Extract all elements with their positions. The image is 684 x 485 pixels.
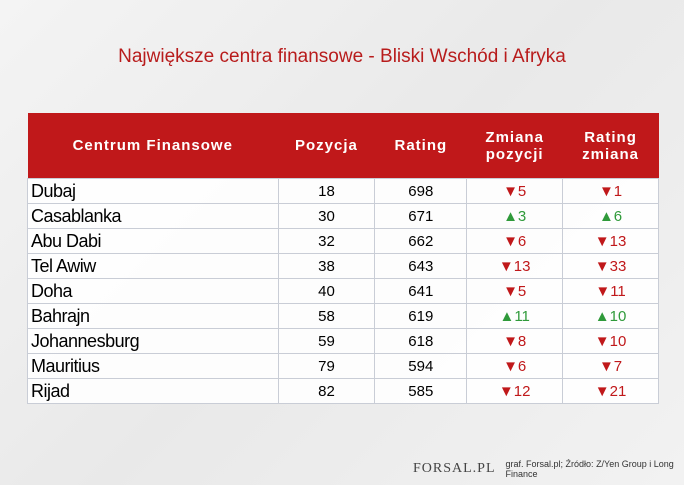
financial-centers-table: Centrum Finansowe Pozycja Rating Zmiana …	[27, 113, 659, 404]
city-name: Rijad	[27, 378, 279, 404]
rating: 662	[374, 228, 468, 254]
column-header: Centrum Finansowe	[27, 113, 279, 179]
position: 32	[277, 228, 376, 254]
column-header: Rating	[374, 113, 467, 179]
city-name: Casablanka	[27, 203, 279, 229]
table-row: Johannesburg 59 618 ▼8 ▼10	[27, 328, 659, 354]
table-row: Dubaj 18 698 ▼5 ▼1	[27, 178, 659, 204]
rating-change: ▲10	[562, 303, 659, 329]
rating: 618	[374, 328, 468, 354]
position-change: ▼13	[466, 253, 564, 279]
rating-change: ▼33	[562, 253, 659, 279]
table-row: Casablanka 30 671 ▲3 ▲6	[27, 203, 659, 229]
rating: 619	[374, 303, 468, 329]
column-header: Pozycja	[278, 113, 375, 179]
city-name: Johannesburg	[27, 328, 279, 354]
position-change: ▼5	[466, 278, 564, 304]
table-row: Tel Awiw 38 643 ▼13 ▼33	[27, 253, 659, 279]
city-name: Mauritius	[27, 353, 279, 379]
rating: 671	[374, 203, 468, 229]
rating-change: ▼1	[562, 178, 659, 204]
table-row: Mauritius 79 594 ▼6 ▼7	[27, 353, 659, 379]
position: 79	[277, 353, 376, 379]
position-change: ▲3	[466, 203, 564, 229]
table-row: Rijad 82 585 ▼12 ▼21	[27, 378, 659, 404]
rating: 698	[374, 178, 468, 204]
footer: FORSAL.PL graf. Forsal.pl; Źródło: Z/Yen…	[413, 459, 684, 479]
position-change: ▲11	[466, 303, 564, 329]
rating-change: ▼7	[562, 353, 659, 379]
rating-change: ▼11	[562, 278, 659, 304]
rating: 643	[374, 253, 468, 279]
rating: 641	[374, 278, 468, 304]
position-change: ▼6	[466, 353, 564, 379]
rating: 585	[374, 378, 468, 404]
position-change: ▼6	[466, 228, 564, 254]
rating-change: ▲6	[562, 203, 659, 229]
source-note: graf. Forsal.pl; Źródło: Z/Yen Group i L…	[505, 459, 674, 479]
forsal-logo: FORSAL.PL	[413, 461, 496, 476]
rating-change: ▼10	[562, 328, 659, 354]
rating-change: ▼21	[562, 378, 659, 404]
position-change: ▼12	[466, 378, 564, 404]
position: 82	[277, 378, 376, 404]
position: 30	[277, 203, 376, 229]
rating-change: ▼13	[562, 228, 659, 254]
column-header: Zmiana pozycji	[466, 113, 563, 179]
position: 38	[277, 253, 376, 279]
position: 59	[277, 328, 376, 354]
page-title: Największe centra finansowe - Bliski Wsc…	[118, 46, 566, 67]
position: 58	[277, 303, 376, 329]
table-row: Bahrajn 58 619 ▲11 ▲10	[27, 303, 659, 329]
table-row: Abu Dabi 32 662 ▼6 ▼13	[27, 228, 659, 254]
table-row: Doha 40 641 ▼5 ▼11	[27, 278, 659, 304]
position: 40	[277, 278, 376, 304]
position: 18	[277, 178, 376, 204]
rating: 594	[374, 353, 468, 379]
city-name: Bahrajn	[27, 303, 279, 329]
city-name: Abu Dabi	[27, 228, 279, 254]
position-change: ▼8	[466, 328, 564, 354]
table-header: Centrum Finansowe Pozycja Rating Zmiana …	[27, 113, 659, 179]
position-change: ▼5	[466, 178, 564, 204]
city-name: Doha	[27, 278, 279, 304]
city-name: Tel Awiw	[27, 253, 279, 279]
column-header: Rating zmiana	[562, 113, 659, 179]
city-name: Dubaj	[27, 178, 279, 204]
